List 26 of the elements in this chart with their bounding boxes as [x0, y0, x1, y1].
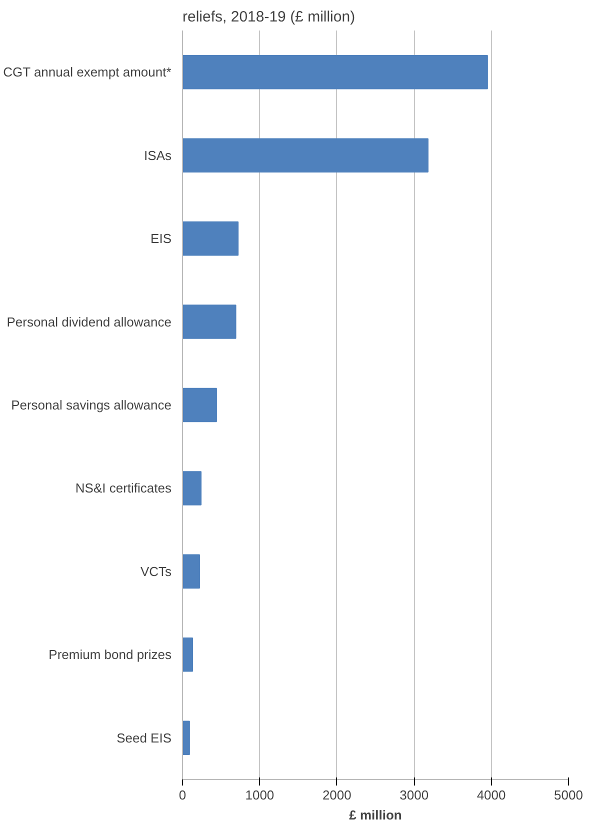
bar — [182, 471, 202, 506]
y-tick-label: EIS — [150, 231, 172, 246]
y-tick-label: Seed EIS — [116, 730, 172, 746]
bar — [182, 554, 200, 589]
y-tick-label: CGT annual exempt amount* — [3, 64, 172, 80]
x-axis-title: £ million — [349, 808, 402, 822]
y-tick-label: Personal savings allowance — [11, 398, 172, 412]
y-tick-label: VCTs — [140, 564, 172, 579]
bar — [182, 304, 236, 339]
x-tick-label: 0 — [178, 788, 186, 802]
y-tick-label: Personal dividend allowance — [6, 314, 172, 330]
y-tick-label: ISAs — [144, 148, 172, 163]
y-tick-label: Premium bond prizes — [48, 647, 172, 662]
y-tick-label: NS&I certificates — [75, 480, 172, 496]
x-tick-label: 4000 — [476, 788, 506, 802]
bar — [182, 54, 488, 90]
bar — [182, 720, 190, 756]
x-tick-label: 1000 — [245, 788, 274, 802]
bar — [182, 388, 217, 422]
x-tick-label: 3000 — [400, 788, 429, 802]
bar — [182, 638, 194, 672]
x-tick-label: 5000 — [554, 788, 583, 802]
bar — [182, 138, 428, 172]
chart-title: reliefs, 2018-19 (£ million) — [182, 8, 356, 26]
bar — [182, 221, 239, 256]
x-tick-label: 2000 — [322, 788, 352, 802]
